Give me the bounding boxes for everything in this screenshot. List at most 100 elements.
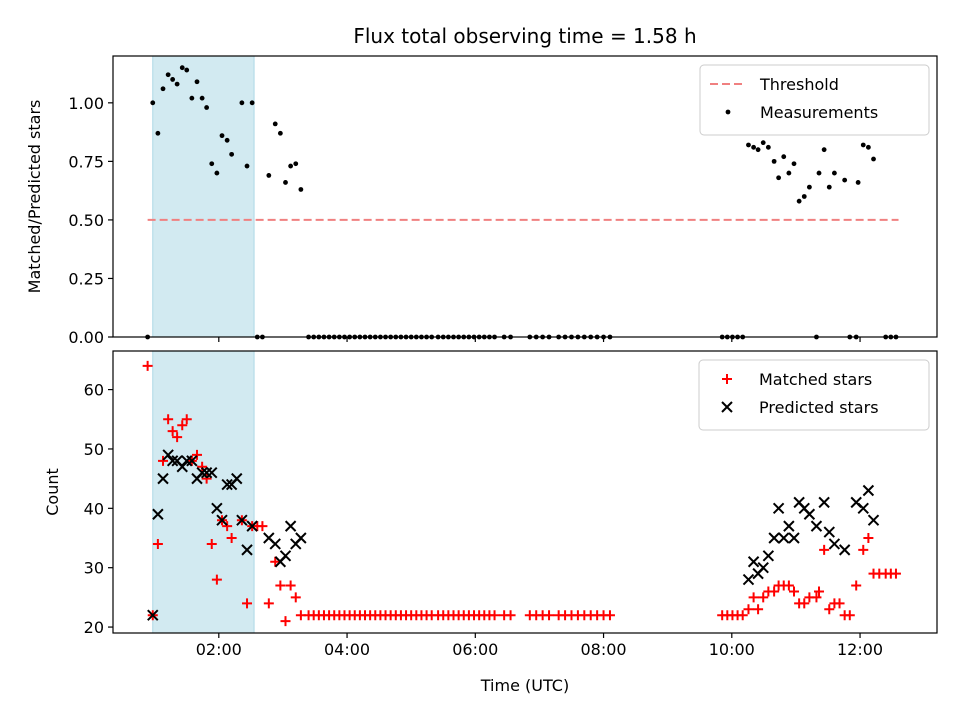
matched-point <box>290 592 301 603</box>
predicted-point <box>783 520 795 532</box>
predicted-point <box>246 520 258 532</box>
matched-point <box>152 538 163 549</box>
matched-point <box>181 414 192 425</box>
y-tick-label: 0.75 <box>68 152 104 171</box>
predicted-point <box>279 550 292 562</box>
predicted-point <box>152 508 164 520</box>
y-tick-label: 30 <box>84 559 104 578</box>
predicted-point <box>838 544 851 556</box>
predicted-point <box>206 466 218 479</box>
y-tick-label: 0.00 <box>68 328 104 347</box>
measurement-point <box>771 158 777 164</box>
measurement-point <box>801 194 807 199</box>
y-tick-label: 40 <box>84 499 104 518</box>
predicted-point <box>828 538 841 550</box>
measurement-point <box>179 65 185 71</box>
y-tick-label: 20 <box>84 618 104 637</box>
matched-point <box>544 610 555 621</box>
measurement-point <box>266 173 272 178</box>
matched-point <box>280 616 291 627</box>
x-tick-label: 10:00 <box>709 640 755 659</box>
matched-point <box>819 544 830 555</box>
matched-point <box>206 538 217 549</box>
measurement-point <box>170 77 176 82</box>
measurement-point <box>826 184 832 190</box>
matched-point <box>851 580 862 591</box>
matched-point <box>604 610 615 621</box>
measurement-point <box>806 184 812 190</box>
predicted-point <box>295 532 307 544</box>
measurement-point <box>293 161 299 167</box>
y-tick-label: 60 <box>84 381 104 400</box>
figure-title: Flux total observing time = 1.58 h <box>353 24 696 48</box>
matched-point <box>285 580 296 591</box>
matched-point <box>811 592 822 603</box>
matched-point <box>197 461 208 472</box>
data-markers <box>142 360 901 627</box>
matched-point <box>163 414 174 425</box>
measurement-point <box>781 154 787 160</box>
predicted-point <box>166 455 179 467</box>
y-tick-label: 1.00 <box>68 94 104 113</box>
measurement-point <box>842 177 848 183</box>
measurement-point <box>283 180 288 185</box>
shaded-interval <box>152 55 255 338</box>
predicted-point <box>241 544 253 556</box>
matched-point <box>834 598 845 609</box>
predicted-point <box>757 561 769 574</box>
predicted-point <box>823 526 835 538</box>
x-tick-label: 06:00 <box>452 640 498 659</box>
predicted-point <box>867 514 880 526</box>
legend-marker-swatch <box>721 401 733 413</box>
y-axis-label: Matched/Predicted stars <box>25 100 44 294</box>
y-tick-label: 0.50 <box>68 211 104 230</box>
measurement-point <box>184 67 190 73</box>
predicted-point <box>221 478 233 491</box>
predicted-point <box>810 520 823 532</box>
matched-point <box>769 586 780 597</box>
measurement-point <box>194 79 200 85</box>
matched-point <box>263 598 274 609</box>
matched-point <box>242 598 253 609</box>
predicted-point <box>236 514 248 526</box>
x-tick-label: 12:00 <box>837 640 883 659</box>
measurement-point <box>160 86 166 92</box>
measurement-point <box>189 95 195 101</box>
predicted-point <box>788 532 800 544</box>
predicted-point <box>284 520 297 532</box>
predicted-point <box>818 496 830 509</box>
measurement-point <box>174 81 180 87</box>
measurement-point <box>155 130 161 136</box>
matched-point <box>789 586 800 597</box>
measurement-point <box>272 121 278 127</box>
matched-point <box>814 586 825 597</box>
y-tick-label: 0.25 <box>68 269 104 288</box>
measurement-point <box>855 180 861 185</box>
measurement-point <box>239 100 245 106</box>
y-tick-label: 50 <box>84 440 104 459</box>
predicted-point <box>742 573 755 586</box>
measurement-point <box>796 198 802 204</box>
legend-label: Measurements <box>760 103 878 122</box>
predicted-point <box>762 550 775 562</box>
measurement-point <box>298 187 304 192</box>
measurement-point <box>865 144 871 150</box>
measurement-point <box>165 72 171 78</box>
predicted-point <box>231 472 243 485</box>
predicted-point <box>162 449 174 461</box>
shaded-interval <box>152 350 255 634</box>
predicted-point <box>211 502 223 515</box>
predicted-point <box>862 484 875 497</box>
legend: Threshold Measurements <box>699 64 930 136</box>
matched-point <box>743 604 754 615</box>
matched-point <box>158 455 169 466</box>
measurement-point <box>224 137 230 143</box>
matched-point <box>489 610 500 621</box>
matched-point <box>737 610 748 621</box>
predicted-point <box>772 502 785 515</box>
predicted-point <box>778 532 790 544</box>
x-tick-label: 02:00 <box>196 640 242 659</box>
x-tick-label: 04:00 <box>324 640 370 659</box>
predicted-point <box>147 609 159 621</box>
